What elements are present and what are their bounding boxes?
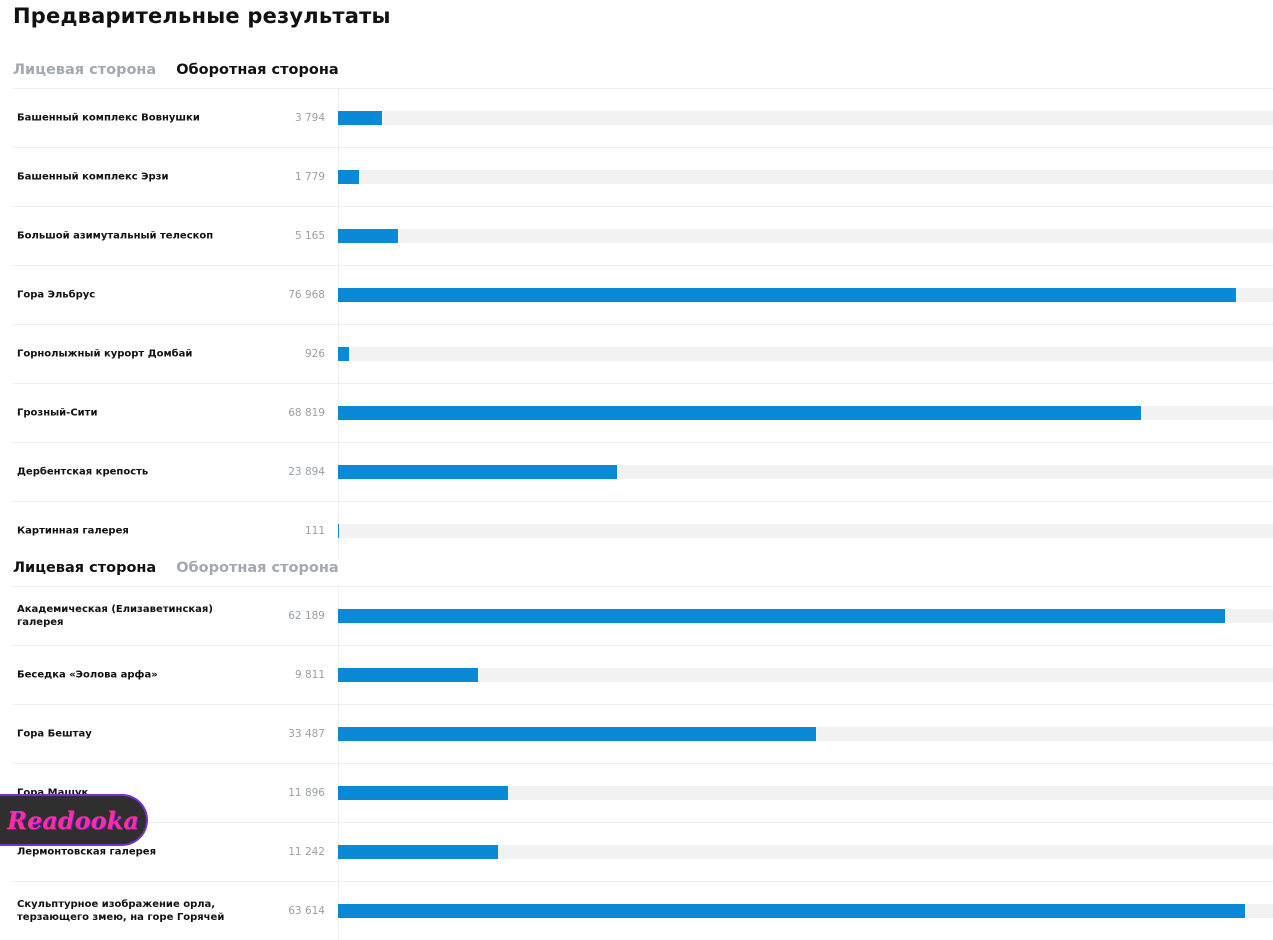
place-name: Дербентская крепость <box>17 466 149 478</box>
place-name: Гора Машук <box>17 787 89 799</box>
vote-bar <box>338 668 478 682</box>
place-name: Гора Эльбрус <box>17 289 96 301</box>
tab-back-side[interactable]: Оборотная сторона <box>176 62 339 78</box>
place-name: Грозный-Сити <box>17 407 98 419</box>
bar-track <box>338 668 1273 682</box>
vote-count: 11 896 <box>288 787 325 799</box>
vote-bar <box>338 727 816 741</box>
place-name: Беседка «Эолова арфа» <box>17 669 158 681</box>
place-name: Академическая (Елизаветинская) галерея <box>17 604 213 628</box>
vote-count: 3 794 <box>294 112 325 124</box>
tab-front-side[interactable]: Лицевая сторона <box>13 62 157 78</box>
result-row: Лермонтовская галерея 11 242 <box>12 823 1273 882</box>
result-row: Горнолыжный курорт Домбай 926 <box>12 325 1273 384</box>
result-row: Гора Машук 11 896 <box>12 764 1273 823</box>
vote-count: 111 <box>304 525 325 537</box>
place-name: Башенный комплекс Эрзи <box>17 171 169 183</box>
bar-track <box>338 465 1273 479</box>
vote-bar <box>338 170 359 184</box>
readooka-watermark-logo: Readooka <box>0 794 148 846</box>
tabs-section-1: Лицевая сторона Оборотная сторона <box>13 62 339 78</box>
result-row: Картинная галерея 111 <box>12 502 1273 560</box>
vote-count: 5 165 <box>294 230 325 242</box>
bar-track <box>338 609 1273 623</box>
place-name: Большой азимутальный телескоп <box>17 230 214 242</box>
place-name: Лермонтовская галерея <box>17 846 156 858</box>
vote-bar <box>338 465 617 479</box>
vote-bar <box>338 524 340 538</box>
vote-bar <box>338 904 1246 918</box>
bar-track <box>338 727 1273 741</box>
page-title: Предварительные результаты <box>13 4 391 28</box>
result-row: Грозный-Сити 68 819 <box>12 384 1273 443</box>
vote-bar <box>338 406 1142 420</box>
place-name: Скульптурное изображение орла, терзающег… <box>17 899 225 923</box>
vote-count: 11 242 <box>288 846 325 858</box>
bar-track <box>338 347 1273 361</box>
results-list-2: Академическая (Елизаветинская) галерея 62… <box>12 586 1273 940</box>
bar-track <box>338 170 1273 184</box>
result-row: Скульптурное изображение орла, терзающег… <box>12 882 1273 940</box>
bar-track <box>338 229 1273 243</box>
vote-bar <box>338 229 399 243</box>
bar-track <box>338 786 1273 800</box>
result-row: Беседка «Эолова арфа» 9 811 <box>12 646 1273 705</box>
tabs-section-2: Лицевая сторона Оборотная сторона <box>13 560 339 576</box>
tab-front-side[interactable]: Лицевая сторона <box>13 560 157 576</box>
vote-bar <box>338 347 349 361</box>
result-row: Дербентская крепость 23 894 <box>12 443 1273 502</box>
results-list-1: Башенный комплекс Вовнушки 3 794 Башенный … <box>12 88 1273 560</box>
bar-track <box>338 845 1273 859</box>
vote-bar <box>338 288 1237 302</box>
result-row: Гора Бештау 33 487 <box>12 705 1273 764</box>
bar-track <box>338 288 1273 302</box>
vote-bar <box>338 609 1225 623</box>
vote-count: 68 819 <box>288 407 325 419</box>
vote-count: 1 779 <box>294 171 325 183</box>
place-name: Картинная галерея <box>17 525 129 537</box>
vote-count: 926 <box>304 348 325 360</box>
bar-track <box>338 904 1273 918</box>
place-name: Горнолыжный курорт Домбай <box>17 348 193 360</box>
result-row: Академическая (Елизаветинская) галерея 62… <box>12 587 1273 646</box>
result-row: Гора Эльбрус 76 968 <box>12 266 1273 325</box>
vote-count: 76 968 <box>288 289 325 301</box>
vote-bar <box>338 786 508 800</box>
tab-back-side[interactable]: Оборотная сторона <box>176 560 339 576</box>
result-row: Большой азимутальный телескоп 5 165 <box>12 207 1273 266</box>
bar-track <box>338 406 1273 420</box>
vote-bar <box>338 111 383 125</box>
vote-bar <box>338 845 499 859</box>
watermark-text: Readooka <box>7 805 139 835</box>
result-row: Башенный комплекс Эрзи 1 779 <box>12 148 1273 207</box>
vote-count: 9 811 <box>294 669 325 681</box>
vote-count: 23 894 <box>288 466 325 478</box>
bar-track <box>338 524 1273 538</box>
vote-count: 33 487 <box>288 728 325 740</box>
place-name: Башенный комплекс Вовнушки <box>17 112 200 124</box>
result-row: Башенный комплекс Вовнушки 3 794 <box>12 89 1273 148</box>
place-name: Гора Бештау <box>17 728 92 740</box>
vote-count: 62 189 <box>288 610 325 622</box>
vote-count: 63 614 <box>288 905 325 917</box>
bar-track <box>338 111 1273 125</box>
